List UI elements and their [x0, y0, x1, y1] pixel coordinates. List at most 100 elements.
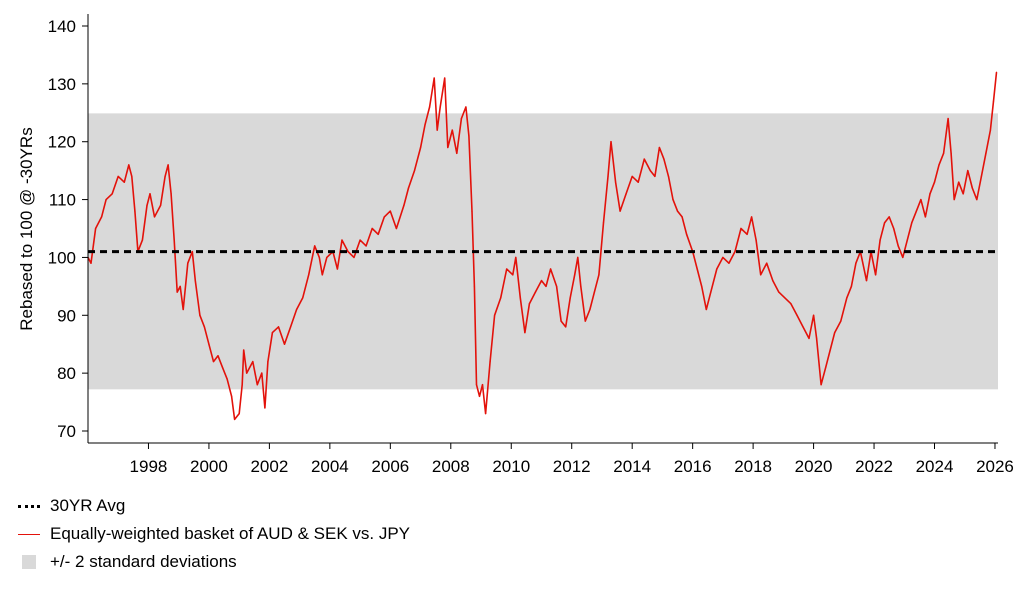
data-point: [494, 314, 496, 316]
data-point: [893, 227, 895, 230]
data-point: [365, 245, 367, 247]
data-point: [475, 384, 478, 386]
data-point: [208, 343, 210, 345]
legend-item-avg: 30YR Avg: [18, 492, 618, 520]
data-point: [173, 239, 175, 241]
data-point: [264, 407, 266, 409]
data-point: [146, 204, 148, 206]
data-point: [995, 71, 998, 73]
data-point: [607, 175, 609, 178]
data-point: [238, 413, 240, 415]
data-point: [834, 332, 836, 334]
data-point: [658, 146, 660, 149]
x-tick-label: 2018: [734, 457, 772, 476]
data-point: [705, 308, 707, 311]
data-point: [187, 262, 189, 264]
legend-label-avg: 30YR Avg: [50, 496, 126, 515]
data-point: [341, 239, 343, 241]
data-point: [556, 285, 558, 287]
data-point: [234, 418, 236, 421]
data-point: [734, 251, 736, 253]
data-point: [874, 274, 877, 276]
data-point: [90, 262, 92, 264]
data-point: [778, 291, 780, 293]
x-tick-label: 2024: [916, 457, 954, 476]
x-tick-label: 2004: [311, 457, 349, 476]
data-point: [902, 256, 904, 259]
data-point: [574, 274, 576, 276]
data-point: [347, 251, 349, 253]
data-point: [94, 227, 97, 230]
data-point: [637, 181, 639, 183]
data-point: [549, 268, 552, 270]
data-point: [314, 245, 316, 247]
data-point: [577, 256, 579, 259]
x-tick-label: 2000: [190, 457, 228, 476]
data-point: [610, 141, 612, 143]
data-point: [359, 239, 361, 241]
data-point: [929, 193, 931, 195]
data-point: [484, 413, 487, 415]
y-tick-label: 140: [48, 17, 76, 36]
data-point: [985, 152, 987, 154]
data-point: [802, 326, 804, 328]
data-point: [182, 308, 184, 311]
data-point: [436, 129, 438, 131]
data-point: [403, 204, 405, 206]
series-line-0: [87, 72, 998, 421]
data-point: [855, 262, 857, 264]
x-tick-label: 2006: [371, 457, 409, 476]
data-point: [808, 337, 810, 340]
data-point: [920, 198, 922, 201]
data-point: [947, 117, 949, 120]
data-point: [473, 285, 475, 287]
data-point: [950, 152, 952, 154]
data-point: [353, 256, 355, 259]
data-point: [194, 279, 196, 282]
data-point: [565, 326, 567, 328]
data-point: [722, 256, 724, 259]
data-point: [515, 256, 517, 259]
data-point: [481, 384, 484, 386]
data-point: [540, 279, 543, 282]
data-point: [231, 395, 233, 397]
data-point: [267, 360, 269, 363]
data-point: [790, 303, 792, 305]
data-point: [865, 279, 868, 282]
data-point: [676, 210, 679, 212]
data-point: [164, 175, 166, 178]
data-point: [395, 227, 397, 230]
data-point: [128, 164, 130, 166]
data-point: [149, 193, 151, 195]
data-point: [915, 210, 917, 212]
data-point: [261, 372, 263, 374]
data-point: [439, 106, 441, 108]
data-point: [643, 158, 645, 160]
data-point: [980, 175, 982, 178]
data-point: [179, 285, 181, 287]
red-line-swatch-icon: [18, 527, 40, 541]
data-point: [429, 106, 431, 108]
data-point: [696, 268, 698, 270]
data-point: [419, 146, 422, 149]
data-point: [728, 262, 730, 264]
data-point: [170, 193, 172, 195]
data-point: [716, 268, 718, 270]
data-point: [203, 326, 205, 328]
x-tick-label: 2002: [250, 457, 288, 476]
data-point: [489, 360, 491, 363]
data-point: [389, 210, 391, 212]
data-point: [534, 291, 537, 293]
y-tick-label: 90: [57, 306, 76, 325]
data-point: [701, 285, 703, 287]
data-point: [451, 129, 453, 131]
data-point: [879, 239, 881, 241]
y-tick-label: 110: [49, 191, 76, 210]
x-tick-label: 2026: [976, 457, 1014, 476]
data-point: [460, 117, 462, 120]
data-point: [447, 146, 449, 149]
data-point: [772, 279, 774, 282]
x-tick-label: 2014: [613, 457, 651, 476]
y-tick-label: 100: [48, 248, 76, 267]
data-point: [407, 187, 410, 189]
